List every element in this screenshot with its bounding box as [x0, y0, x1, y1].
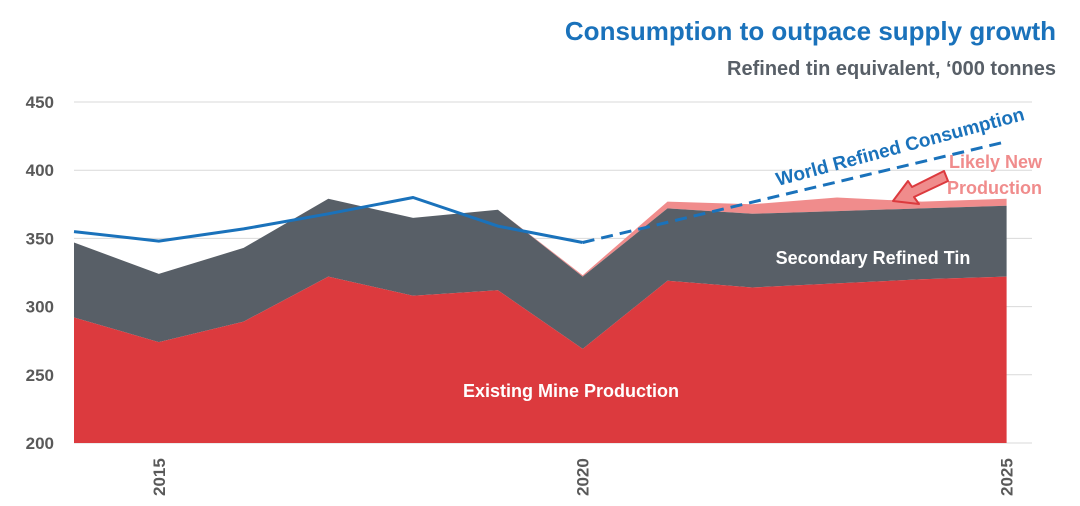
area-layer	[74, 197, 1007, 443]
secondary-tin-label: Secondary Refined Tin	[776, 248, 971, 268]
chart-title: Consumption to outpace supply growth	[564, 16, 1056, 46]
series-likely-new-production	[74, 197, 1007, 277]
new-production-arrow-icon	[892, 170, 949, 205]
new-production-label-line2: Production	[947, 178, 1042, 198]
series-consumption-forecast	[582, 140, 1007, 244]
series-existing-mine-production	[74, 276, 1007, 443]
y-tick-250: 250	[26, 366, 54, 385]
y-tick-200: 200	[26, 434, 54, 453]
series-world-refined-consumption	[73, 196, 583, 244]
line-layer	[73, 140, 1007, 244]
x-tick-2020: 2020	[574, 458, 593, 496]
x-tick-2025: 2025	[998, 458, 1017, 496]
y-tick-350: 350	[26, 229, 54, 248]
series-secondary-refined-tin	[74, 198, 1007, 349]
x-tick-2015: 2015	[150, 458, 169, 496]
mine-production-label: Existing Mine Production	[463, 381, 679, 401]
new-production-label-line1: Likely New	[949, 152, 1043, 172]
tick-layer: 200 250 300 350 400 450 2015 2020 2025	[26, 93, 1017, 496]
y-tick-400: 400	[26, 161, 54, 180]
chart-subtitle: Refined tin equivalent, ‘000 tonnes	[727, 58, 1056, 80]
y-tick-450: 450	[26, 93, 54, 112]
y-tick-300: 300	[26, 298, 54, 317]
